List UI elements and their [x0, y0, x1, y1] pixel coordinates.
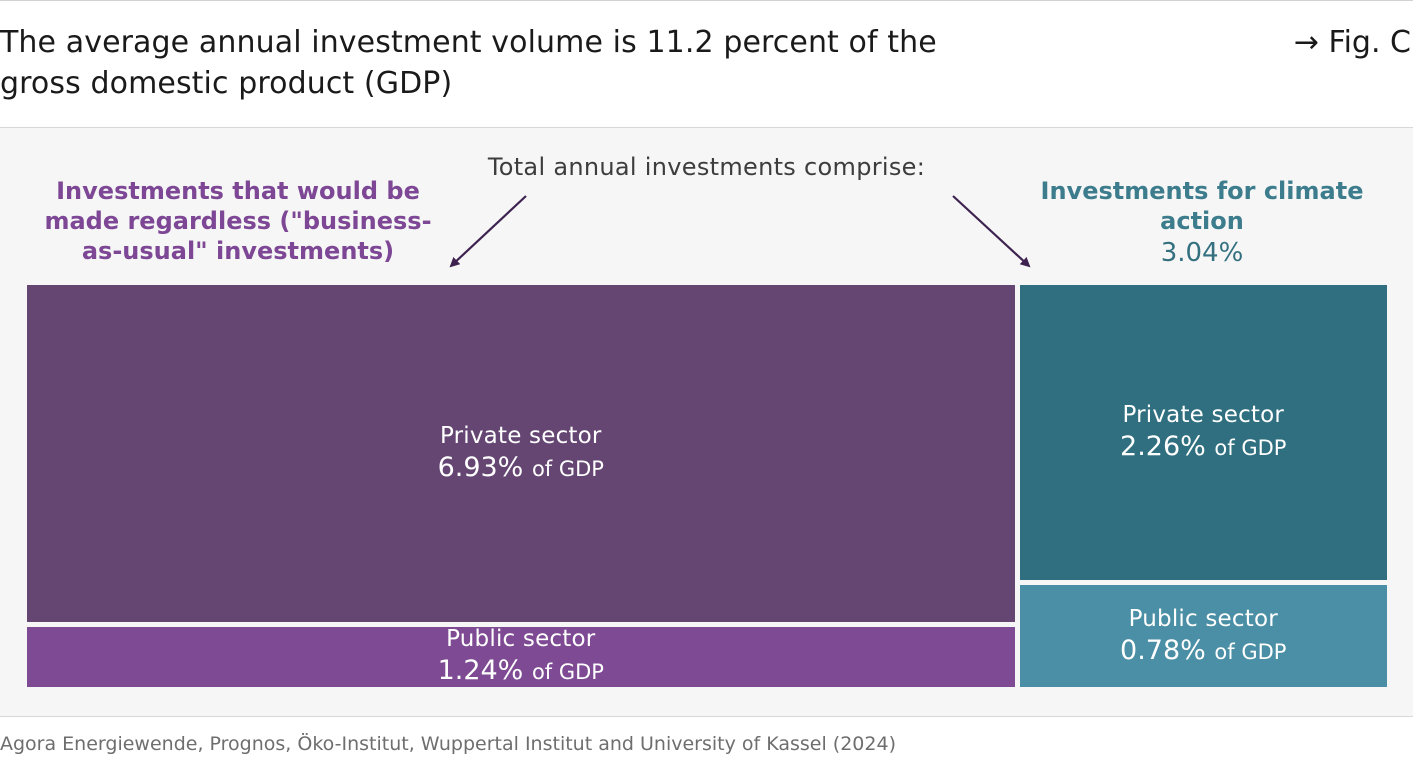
tile-climate-public-label: Public sector: [1128, 605, 1278, 632]
tile-bau-public-percent: 1.24%: [437, 655, 524, 687]
tile-bau-public-label: Public sector: [446, 626, 596, 653]
group-heading-climate-action-label: Investments for climate action: [1040, 177, 1364, 235]
figure-reference: → Fig. C: [1293, 25, 1411, 60]
tile-bau-private-unit: of GDP: [531, 456, 604, 481]
tile-climate-private-unit: of GDP: [1214, 436, 1287, 461]
tile-bau-private-percent: 6.93%: [437, 451, 524, 483]
tile-climate-private-label: Private sector: [1122, 402, 1285, 429]
tile-bau-private-label: Private sector: [439, 422, 602, 449]
tile-climate-public-percent: 0.78%: [1120, 634, 1206, 666]
group-heading-climate-action: Investments for climate action 3.04%: [1040, 176, 1364, 268]
tile-bau-public-sector: Public sector 1.24% of GDP: [27, 626, 1015, 689]
top-rule: [0, 0, 1413, 1]
tile-climate-public-unit: of GDP: [1214, 639, 1287, 664]
tile-climate-private-value: 2.26% of GDP: [1120, 430, 1286, 465]
chart-title: The average annual investment volume is …: [0, 25, 937, 101]
total-annotation: Total annual investments comprise:: [487, 153, 926, 181]
tile-climate-public-value: 0.78% of GDP: [1120, 634, 1286, 669]
tile-climate-private-sector: Private sector 2.26% of GDP: [1019, 285, 1387, 581]
group-total-climate-action: 3.04%: [1160, 238, 1244, 268]
tile-bau-public-unit: of GDP: [531, 660, 604, 685]
group-heading-business-as-usual: Investments that would be made regardles…: [44, 177, 432, 265]
source-note: Agora Energiewende, Prognos, Öko-Institu…: [0, 733, 896, 755]
tile-bau-public-value: 1.24% of GDP: [438, 654, 604, 689]
tile-bau-private-sector: Private sector 6.93% of GDP: [27, 285, 1015, 622]
tile-climate-public-sector: Public sector 0.78% of GDP: [1019, 585, 1387, 687]
tile-bau-private-value: 6.93% of GDP: [438, 451, 604, 486]
tile-climate-private-percent: 2.26%: [1120, 431, 1206, 463]
